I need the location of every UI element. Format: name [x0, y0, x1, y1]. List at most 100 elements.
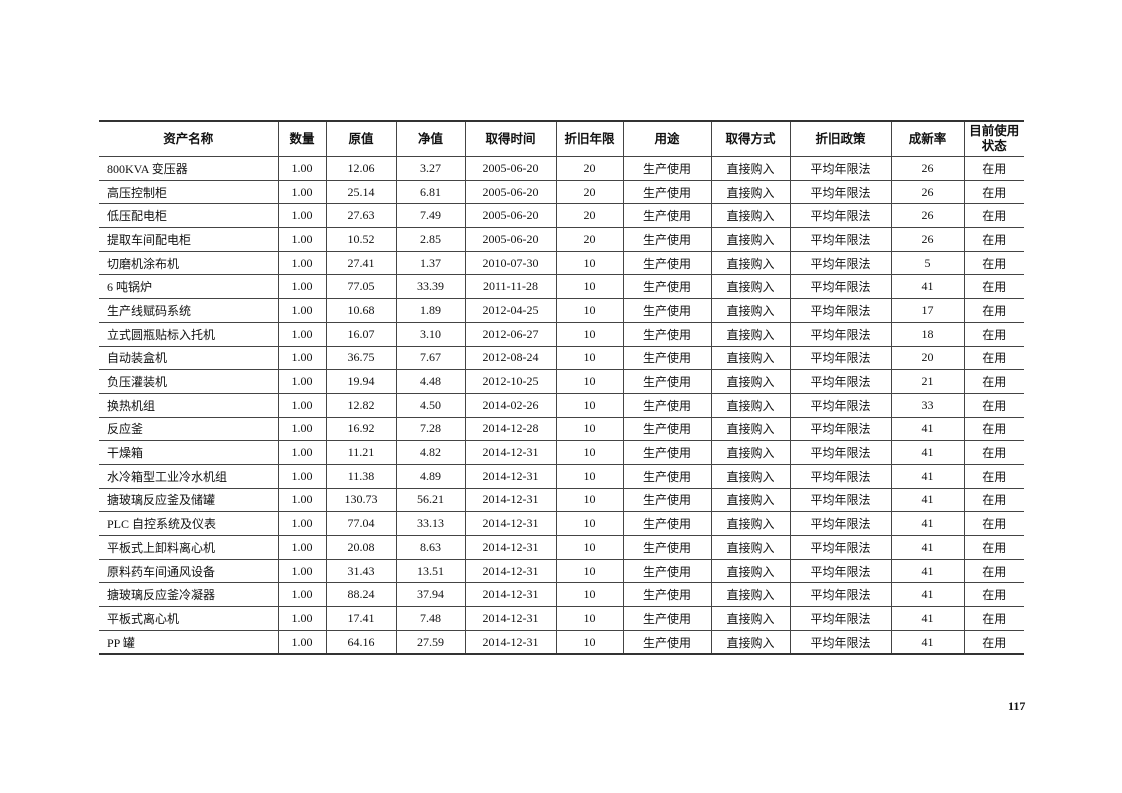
cell-depreciation-years: 10	[555, 606, 624, 631]
cell-newness-rate: 26	[890, 179, 965, 205]
cell-depreciation-years: 10	[555, 416, 624, 442]
cell-depreciation-policy: 平均年限法	[789, 298, 892, 323]
cell-newness-rate: 41	[890, 416, 965, 442]
cell-original-value: 27.41	[325, 250, 397, 276]
table-row: 反应釜 1.00 16.92 7.28 2014-12-28 10 生产使用 直接购入 平均年限…	[99, 416, 1024, 442]
cell-usage: 生产使用	[622, 179, 712, 205]
cell-acquisition-date: 2012-10-25	[464, 369, 557, 394]
cell-depreciation-years: 10	[555, 298, 624, 323]
cell-acquisition-date: 2005-06-20	[464, 179, 557, 205]
cell-quantity: 1.00	[277, 629, 327, 655]
cell-usage-status: 在用	[963, 250, 1024, 276]
cell-quantity: 1.00	[277, 440, 327, 465]
cell-usage-status: 在用	[963, 535, 1024, 560]
cell-newness-rate: 41	[890, 606, 965, 631]
column-header-quantity: 数量	[277, 120, 327, 157]
cell-usage-status: 在用	[963, 298, 1024, 323]
table-row: 800KVA 变压器 1.00 12.06 3.27 2005-06-20 20 生产使用直…	[99, 156, 1024, 181]
cell-acquisition-date: 2014-12-31	[464, 511, 557, 536]
cell-asset-name: 负压灌装机	[99, 369, 279, 394]
cell-usage-status: 在用	[963, 156, 1024, 181]
cell-original-value: 36.75	[325, 345, 397, 371]
cell-newness-rate: 41	[890, 535, 965, 560]
cell-original-value: 64.16	[325, 629, 397, 655]
cell-usage-status: 在用	[963, 487, 1024, 513]
cell-net-value: 37.94	[395, 582, 466, 608]
cell-depreciation-policy: 平均年限法	[789, 463, 892, 489]
cell-original-value: 11.21	[325, 440, 397, 465]
cell-usage: 生产使用	[622, 156, 712, 181]
cell-newness-rate: 33	[890, 392, 965, 418]
cell-depreciation-years: 10	[555, 250, 624, 276]
cell-original-value: 17.41	[325, 606, 397, 631]
cell-asset-name: 提取车间配电柜	[99, 227, 279, 252]
column-header-depreciation-years: 折旧年限	[555, 120, 624, 157]
fixed-assets-table: 资产名称 数量 原值 净值 取得时间 折旧年限 用途 取得方式 折旧政策 成新率 目前使用状态 80…	[99, 120, 1024, 656]
cell-acquisition-date: 2014-12-31	[464, 487, 557, 513]
cell-acquisition-method: 直接购入	[710, 535, 791, 560]
cell-asset-name: 平板式离心机	[99, 606, 279, 631]
cell-acquisition-method: 直接购入	[710, 227, 791, 252]
cell-usage-status: 在用	[963, 416, 1024, 442]
cell-depreciation-policy: 平均年限法	[789, 416, 892, 442]
table-header-row: 资产名称 数量 原值 净值 取得时间 折旧年限 用途 取得方式 折旧政策 成新率 目前使用状态	[99, 120, 1024, 157]
page-number: 117	[1008, 699, 1026, 713]
cell-net-value: 33.13	[395, 511, 466, 536]
cell-net-value: 7.67	[395, 345, 466, 371]
cell-newness-rate: 41	[890, 629, 965, 655]
cell-newness-rate: 26	[890, 227, 965, 252]
cell-quantity: 1.00	[277, 416, 327, 442]
cell-depreciation-policy: 平均年限法	[789, 535, 892, 560]
cell-net-value: 8.63	[395, 535, 466, 560]
cell-usage: 生产使用	[622, 582, 712, 608]
cell-depreciation-policy: 平均年限法	[789, 440, 892, 465]
cell-acquisition-method: 直接购入	[710, 203, 791, 229]
cell-depreciation-years: 20	[555, 203, 624, 229]
column-header-usage-status: 目前使用状态	[963, 120, 1024, 157]
cell-quantity: 1.00	[277, 345, 327, 371]
table-row: 换热机组 1.00 12.82 4.50 2014-02-26 10 生产使用 直接购入 平均年…	[99, 392, 1024, 418]
cell-original-value: 27.63	[325, 203, 397, 229]
cell-newness-rate: 41	[890, 487, 965, 513]
cell-acquisition-method: 直接购入	[710, 606, 791, 631]
cell-usage: 生产使用	[622, 392, 712, 418]
column-header-newness-rate: 成新率	[890, 120, 965, 157]
cell-quantity: 1.00	[277, 227, 327, 252]
cell-usage-status: 在用	[963, 345, 1024, 371]
cell-usage-status: 在用	[963, 274, 1024, 300]
cell-depreciation-policy: 平均年限法	[789, 392, 892, 418]
cell-acquisition-date: 2014-12-28	[464, 416, 557, 442]
cell-acquisition-date: 2014-12-31	[464, 558, 557, 584]
table-row: 低压配电柜 1.00 27.63 7.49 2005-06-20 20 生产使用 直接购入 平均…	[99, 203, 1024, 229]
cell-acquisition-date: 2014-12-31	[464, 440, 557, 465]
cell-depreciation-years: 20	[555, 156, 624, 181]
table-row: PP 罐 1.00 64.16 27.59 2014-12-31 10 生产使用 直接购入 平均…	[99, 629, 1024, 655]
table-row: 平板式离心机 1.00 17.41 7.48 2014-12-31 10 生产使用 直接购入平…	[99, 606, 1024, 631]
cell-depreciation-policy: 平均年限法	[789, 487, 892, 513]
cell-usage-status: 在用	[963, 606, 1024, 631]
cell-acquisition-method: 直接购入	[710, 440, 791, 465]
cell-usage: 生产使用	[622, 274, 712, 300]
cell-acquisition-method: 直接购入	[710, 298, 791, 323]
cell-depreciation-policy: 平均年限法	[789, 227, 892, 252]
cell-newness-rate: 20	[890, 345, 965, 371]
table-row: 立式圆瓶贴标入托机 1.00 16.07 3.10 2012-06-27 10 生产使用 直接…	[99, 321, 1024, 347]
cell-net-value: 33.39	[395, 274, 466, 300]
cell-newness-rate: 17	[890, 298, 965, 323]
cell-acquisition-date: 2010-07-30	[464, 250, 557, 276]
cell-quantity: 1.00	[277, 321, 327, 347]
cell-usage-status: 在用	[963, 440, 1024, 465]
cell-acquisition-date: 2014-12-31	[464, 606, 557, 631]
cell-original-value: 12.06	[325, 156, 397, 181]
cell-usage: 生产使用	[622, 463, 712, 489]
cell-usage-status: 在用	[963, 582, 1024, 608]
cell-depreciation-years: 10	[555, 392, 624, 418]
cell-acquisition-date: 2005-06-20	[464, 203, 557, 229]
cell-original-value: 88.24	[325, 582, 397, 608]
cell-quantity: 1.00	[277, 511, 327, 536]
cell-original-value: 10.68	[325, 298, 397, 323]
cell-quantity: 1.00	[277, 582, 327, 608]
cell-quantity: 1.00	[277, 463, 327, 489]
cell-depreciation-years: 10	[555, 440, 624, 465]
cell-acquisition-method: 直接购入	[710, 487, 791, 513]
